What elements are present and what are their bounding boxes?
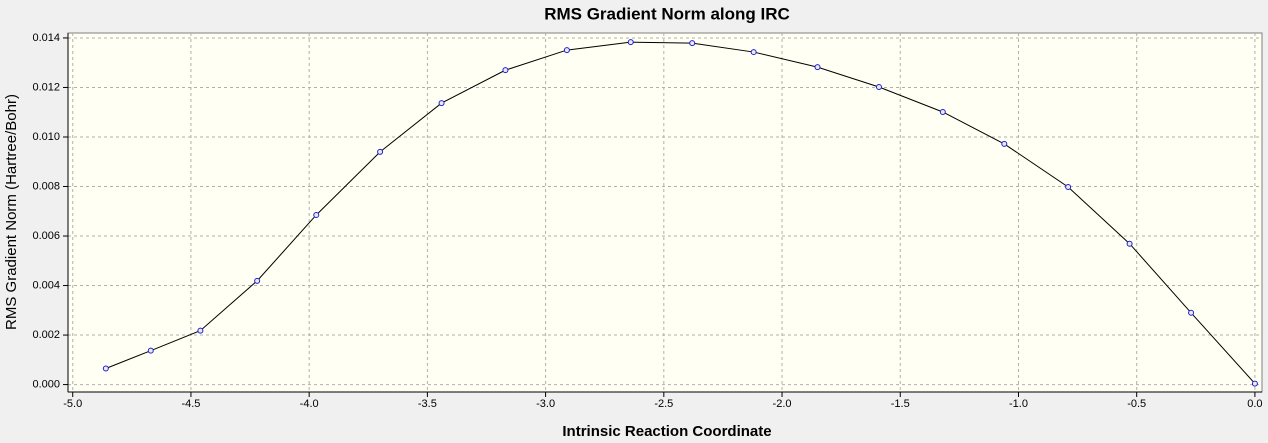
line [105,41,1256,384]
point [1001,140,1008,147]
y-tick-label: 0.000 [32,378,60,390]
point [502,67,509,74]
y-tick-label: 0.010 [32,131,60,143]
point [939,108,946,115]
point [1188,309,1195,316]
x-tick-label: -1.5 [891,398,910,410]
x-tick-label: -5.0 [63,398,82,410]
x-tick-label: -2.5 [654,398,673,410]
point [147,347,154,354]
x-tick-label: -3.5 [418,398,437,410]
y-tick-label: 0.004 [32,279,60,291]
point [377,148,384,155]
x-tick-label: -4.0 [300,398,319,410]
point [102,365,109,372]
y-tick-label: 0.014 [32,32,60,44]
point [197,327,204,334]
x-tick-label: -0.5 [1127,398,1146,410]
point [438,100,445,107]
x-tick-label: -3.0 [536,398,555,410]
y-axis-label: RMS Gradient Norm (Hartree/Bohr) [3,94,20,330]
point [313,211,320,218]
point [689,40,696,47]
chart-title: RMS Gradient Norm along IRC [544,4,790,23]
point [1251,380,1258,387]
point [254,277,261,284]
y-tick-label: 0.008 [32,180,60,192]
x-tick-label: 0.0 [1247,398,1262,410]
x-tick-label: -2.0 [773,398,792,410]
point [875,83,882,90]
point [563,47,570,54]
point [1126,240,1133,247]
point [814,64,821,71]
x-axis-label: Intrinsic Reaction Coordinate [562,423,771,440]
y-tick-label: 0.012 [32,81,60,93]
x-tick-label: -1.0 [1009,398,1028,410]
y-tick-label: 0.002 [32,329,60,341]
plot-area [67,32,1263,393]
point [1065,183,1072,190]
point [750,49,757,56]
x-tick-label: -4.5 [181,398,200,410]
point [627,39,634,46]
y-tick-label: 0.006 [32,230,60,242]
